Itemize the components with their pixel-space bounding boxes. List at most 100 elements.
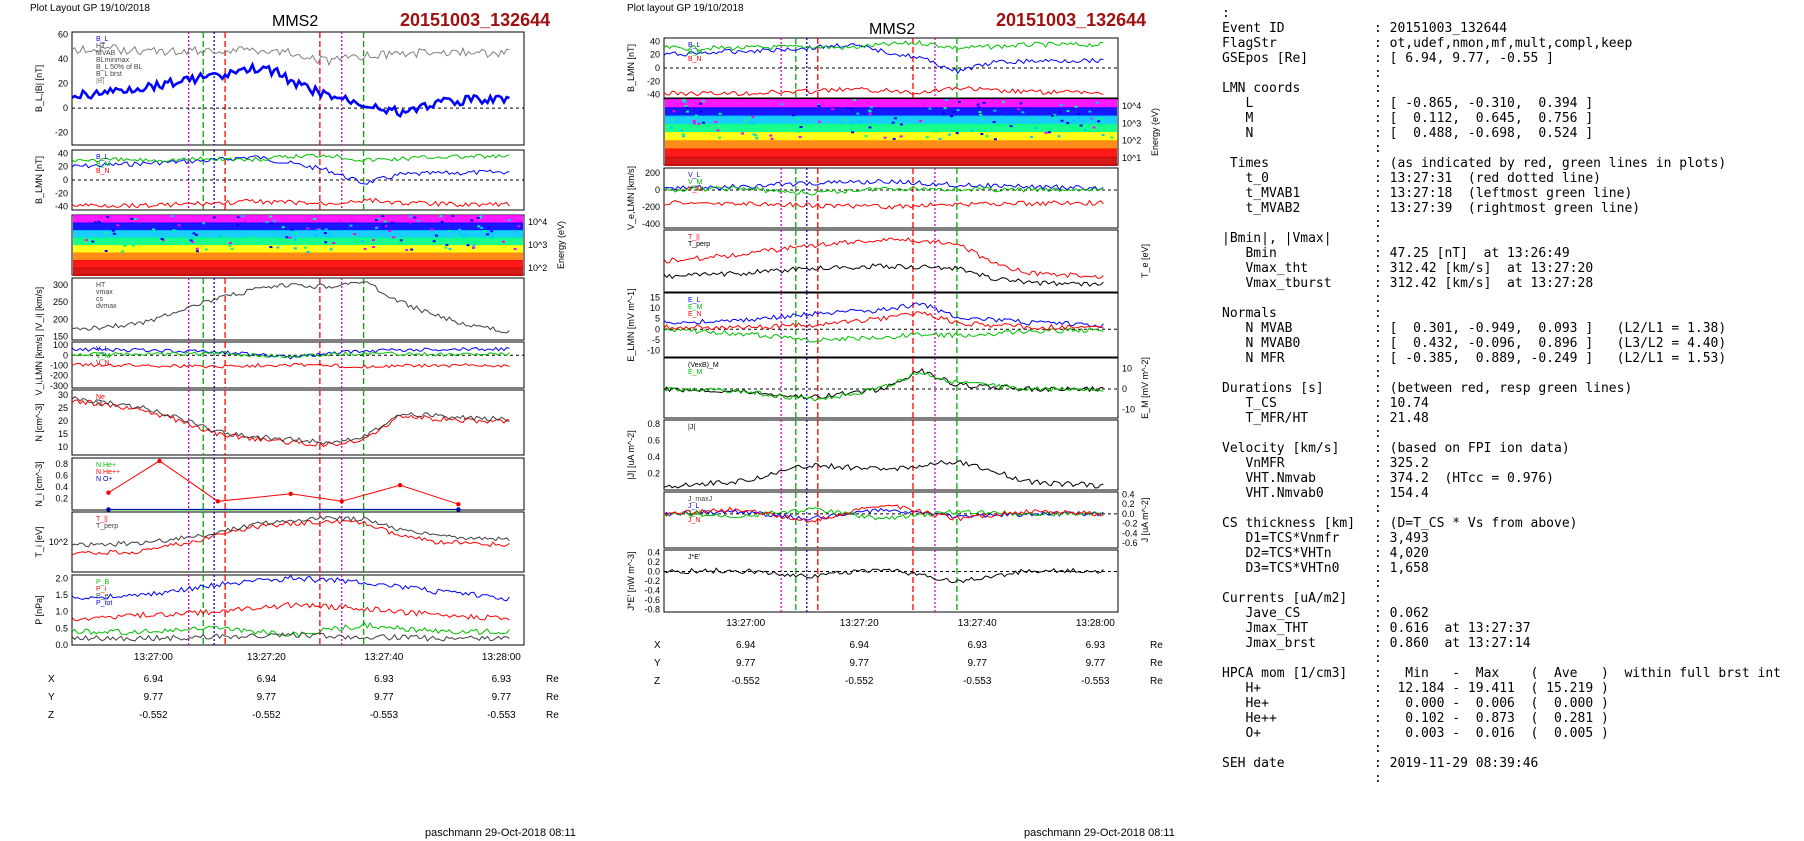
spectrogram-speckle	[1009, 125, 1013, 128]
legend-entry: V_L	[688, 172, 701, 179]
summary-row: Jmax_THT: 0.616 at 13:27:37	[1222, 621, 1802, 636]
legend-entry: vmax	[96, 289, 113, 296]
summary-value: : 10.74	[1374, 396, 1429, 411]
spectrogram-speckle	[1077, 117, 1081, 120]
spectrogram-speckle	[717, 136, 721, 139]
summary-value: :	[1374, 81, 1382, 96]
spectrogram-speckle	[466, 244, 470, 247]
middle-pos-label: X	[654, 640, 661, 651]
spectrogram-speckle	[1101, 134, 1105, 137]
middle-event-id: 20151003_132644	[996, 10, 1146, 30]
left-pos-value: 6.94	[257, 674, 277, 685]
summary-label: SEH date	[1222, 756, 1285, 771]
mid-panel-7: |J| 0.8 0.6 0.4 0.2 |J| [uA m^-2]	[626, 419, 1119, 491]
ytick-label: 0.0	[647, 566, 660, 576]
spectrogram-speckle	[323, 232, 327, 235]
panel-frame	[71, 277, 525, 341]
ytick-label: 10	[650, 303, 660, 313]
summary-label: :	[1222, 6, 1230, 21]
spectrogram-speckle	[956, 109, 960, 112]
summary-row: T_CS: 10.74	[1222, 396, 1802, 411]
spectrogram-speckle	[236, 240, 240, 243]
spectrogram-speckle	[363, 247, 367, 250]
summary-row: Velocity [km/s]: (based on FPI ion data)	[1222, 441, 1802, 456]
middle-pos-value: -0.552	[845, 676, 874, 687]
spectrogram-speckle	[701, 100, 705, 103]
summary-label: Event ID	[1222, 21, 1285, 36]
ytick-label: 40	[650, 36, 660, 46]
series-line-E_L	[663, 302, 1104, 328]
middle-time-tick: 13:27:40	[958, 618, 997, 629]
spectrogram-speckle	[893, 117, 897, 120]
summary-label	[1222, 291, 1374, 306]
spectrogram-speckle	[702, 121, 706, 124]
legend-entry: B_M	[688, 49, 703, 56]
legend-entry: dvmax	[96, 303, 117, 310]
ytick-label: 0.0	[1122, 509, 1135, 519]
ytick-label: -20	[55, 188, 68, 198]
spectrogram-speckle	[458, 228, 462, 231]
series-line-V_N	[663, 199, 1104, 210]
mid-panel-1: B_LB_MB_N 40 20 0 -20 -40 B_LMN [nT]	[626, 36, 1119, 100]
spectrogram-speckle	[1002, 100, 1006, 103]
middle-pos-value: 6.93	[968, 640, 988, 651]
series-line-N He++	[108, 460, 459, 505]
spectrogram-speckle	[112, 232, 116, 235]
panel-frame	[71, 389, 525, 456]
ytick-label: 0	[655, 185, 660, 195]
ytick-label: 30	[58, 390, 68, 400]
spectrogram-speckle	[195, 250, 199, 253]
ytick-label: -0.2	[1122, 519, 1138, 529]
ytick-label: -40	[55, 202, 68, 212]
summary-row: :	[1222, 141, 1802, 156]
spectrogram-speckle	[470, 236, 474, 239]
summary-value: : 13:27:39 (rightmost green line)	[1374, 201, 1641, 216]
spectrogram-speckle	[228, 244, 232, 247]
summary-value: : 0.860 at 13:27:14	[1374, 636, 1531, 651]
spectrogram-band	[73, 215, 523, 224]
middle-pos-label: Z	[654, 676, 660, 687]
summary-row: N MVAB: [ 0.301, -0.949, 0.093 ] (L2/L1 …	[1222, 321, 1802, 336]
series-line-B_N	[71, 197, 510, 209]
spectrogram-speckle	[172, 229, 176, 232]
ytick-label: 0	[63, 350, 68, 360]
spectrogram-speckle	[938, 137, 942, 140]
ylabel: N [cm^-3]	[34, 403, 44, 441]
legend-entry: T_perp	[688, 241, 710, 248]
summary-value: : (as indicated by red, green lines in p…	[1374, 156, 1727, 171]
legend-entry: Ne	[96, 394, 105, 401]
summary-row: Normals:	[1222, 306, 1802, 321]
legend-entry: V_N	[96, 360, 110, 367]
summary-value: : 12.184 - 19.411 ( 15.219 )	[1374, 681, 1609, 696]
summary-value: : 4,020	[1374, 546, 1429, 561]
spectrogram-speckle	[831, 108, 835, 111]
spectrogram-speckle	[409, 221, 413, 224]
spectrogram-speckle	[1090, 119, 1094, 122]
summary-row: M: [ 0.112, 0.645, 0.756 ]	[1222, 111, 1802, 126]
spectrogram-speckle	[458, 232, 462, 235]
middle-pos-value: 6.93	[1086, 640, 1106, 651]
left-event-id: 20151003_132644	[400, 10, 550, 30]
legend-entry: B_M	[96, 161, 111, 168]
series-line-P_i	[71, 601, 510, 622]
spectrogram-speckle	[1066, 110, 1070, 113]
summary-row: :	[1222, 651, 1802, 666]
middle-time-tick: 13:27:00	[726, 618, 765, 629]
spectrogram-speckle	[669, 126, 673, 129]
summary-value: :	[1374, 741, 1382, 756]
ylabel: E_LMN [mV m^-1]	[626, 288, 636, 361]
panel-frame	[663, 357, 1119, 419]
spectrogram-speckle	[769, 134, 773, 137]
ytick-label: 200	[645, 168, 660, 178]
series-line-|B|	[71, 44, 510, 67]
summary-row: :	[1222, 6, 1802, 21]
legend-entry: J_N	[688, 517, 700, 524]
spectrogram-speckle	[957, 100, 961, 103]
ytick-label: 0.4	[647, 452, 660, 462]
legend-entry: B_N	[96, 168, 110, 175]
summary-value: : [ 0.301, -0.949, 0.093 ] (L2/L1 = 1.38…	[1374, 321, 1727, 336]
ytick-label: 10^2	[528, 263, 547, 273]
middle-pos-value: -0.552	[732, 676, 761, 687]
